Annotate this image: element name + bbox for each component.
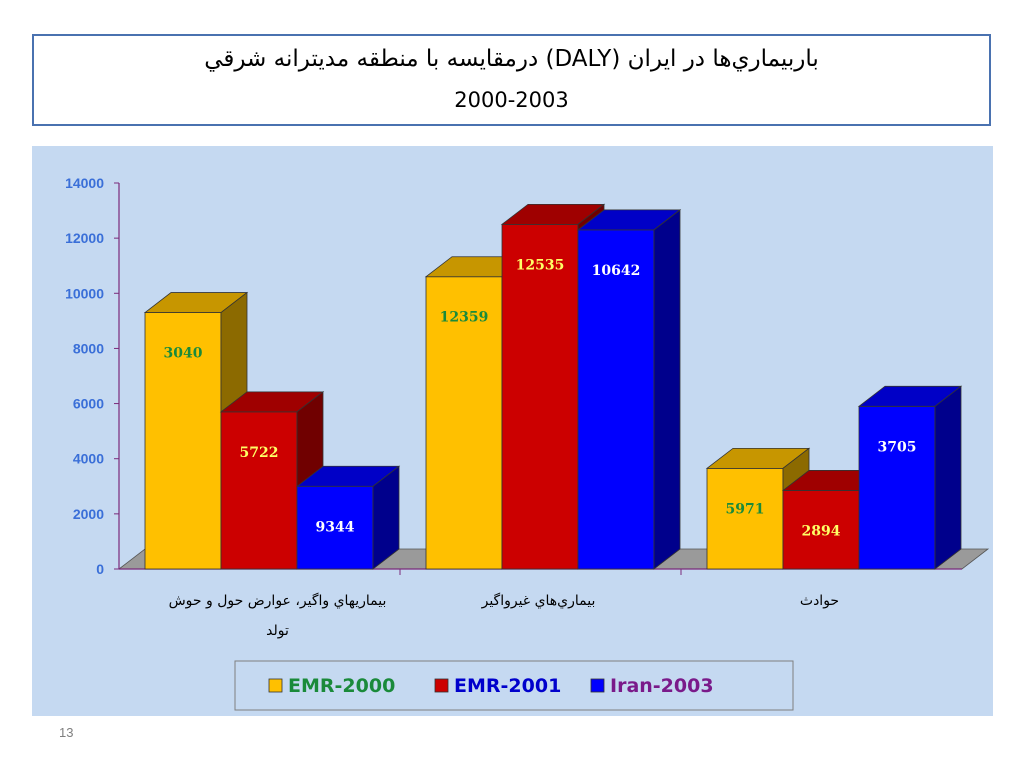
- legend-swatch: [268, 678, 283, 693]
- legend-label: EMR-2000: [288, 675, 395, 697]
- legend-swatch: [590, 678, 605, 693]
- x-category-label: بيماري‌هاي غيرواگير: [481, 592, 596, 609]
- bar-chart: 0 2000 4000 6000 8000 10000 12000 14000 3040 5722…: [65, 175, 990, 711]
- y-tick-label: 0: [96, 561, 104, 577]
- bar-front: [425, 276, 503, 570]
- bar-front: [782, 490, 860, 570]
- slide-number: 13: [59, 725, 74, 740]
- legend-label: EMR-2001: [454, 675, 561, 697]
- y-tick-label: 14000: [65, 175, 104, 191]
- y-tick-label: 4000: [73, 451, 104, 467]
- legend-swatch: [434, 678, 449, 693]
- y-tick-label: 12000: [65, 230, 104, 246]
- x-category-label: بيماريهاي واگير، عوارض حول و حوش: [169, 592, 387, 609]
- bar-front: [577, 229, 655, 570]
- data-label: 3040: [164, 346, 203, 362]
- data-label: 5722: [240, 445, 279, 461]
- chart-area: 0 2000 4000 6000 8000 10000 12000 14000 3040 5722…: [32, 146, 993, 716]
- slide-subtitle: 2000-2003: [454, 88, 569, 112]
- data-label: 2894: [802, 523, 841, 539]
- data-label: 12359: [440, 310, 489, 326]
- x-category-label: تولد: [266, 623, 289, 639]
- bar-front: [858, 405, 936, 570]
- bar-side: [934, 385, 962, 570]
- data-label: 3705: [878, 439, 917, 455]
- x-category-label: حوادث: [800, 593, 839, 609]
- legend-box: [234, 660, 794, 711]
- data-label: 5971: [726, 501, 765, 517]
- bar-side: [653, 209, 681, 570]
- bar-front: [706, 467, 784, 570]
- y-tick-label: 10000: [65, 285, 104, 301]
- bar-Iran-2003-2: [857, 385, 963, 570]
- bar-front: [501, 223, 579, 570]
- y-tick-label: 8000: [73, 340, 104, 356]
- data-label: 10642: [592, 263, 641, 279]
- title-box: باربيماري‌ها در ايران (DALY) درمقايسه با…: [32, 34, 991, 126]
- y-tick-label: 6000: [73, 396, 104, 412]
- bar-front: [144, 312, 222, 570]
- bar-Iran-2003-1: [576, 209, 682, 570]
- bar-Iran-2003-0: [295, 465, 401, 570]
- data-label: 12535: [516, 257, 565, 273]
- data-label: 9344: [316, 519, 355, 535]
- bar-front: [220, 411, 298, 570]
- slide-title: باربيماري‌ها در ايران (DALY) درمقايسه با…: [204, 46, 819, 72]
- legend-label: Iran-2003: [610, 675, 714, 697]
- y-tick-label: 2000: [73, 506, 104, 522]
- bar-side: [372, 465, 400, 570]
